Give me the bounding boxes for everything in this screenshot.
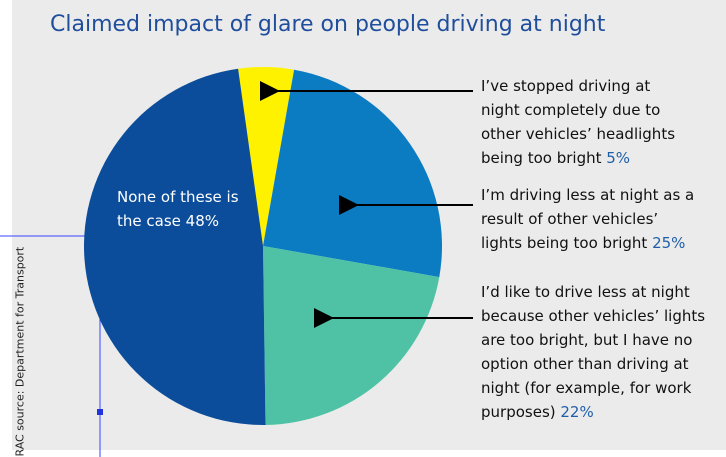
pie-slice <box>238 67 295 246</box>
frame-handle <box>97 409 103 415</box>
value-label: 22% <box>560 403 594 421</box>
slice-label: I’d like to drive less at night because … <box>481 280 706 424</box>
slice-label: I’ve stopped driving at night completely… <box>481 74 686 170</box>
pie-slice <box>83 68 266 426</box>
chart-title: Claimed impact of glare on people drivin… <box>50 12 606 37</box>
source-note: RAC source: Department for Transport <box>13 246 27 457</box>
category-label: I’d like to drive less at night because … <box>481 283 706 421</box>
category-label: I’m driving less at night as a result of… <box>481 186 695 252</box>
category-label: None of these is the case <box>117 188 239 230</box>
category-label: I’ve stopped driving at night completely… <box>481 77 676 167</box>
slice-label: I’m driving less at night as a result of… <box>481 183 696 255</box>
pie-slice <box>263 246 440 425</box>
value-label: 5% <box>606 149 631 167</box>
pie-slice <box>263 69 442 278</box>
value-label: 25% <box>652 234 686 252</box>
value-label: 48% <box>185 212 219 230</box>
slice-label: None of these is the case 48% <box>117 185 242 233</box>
